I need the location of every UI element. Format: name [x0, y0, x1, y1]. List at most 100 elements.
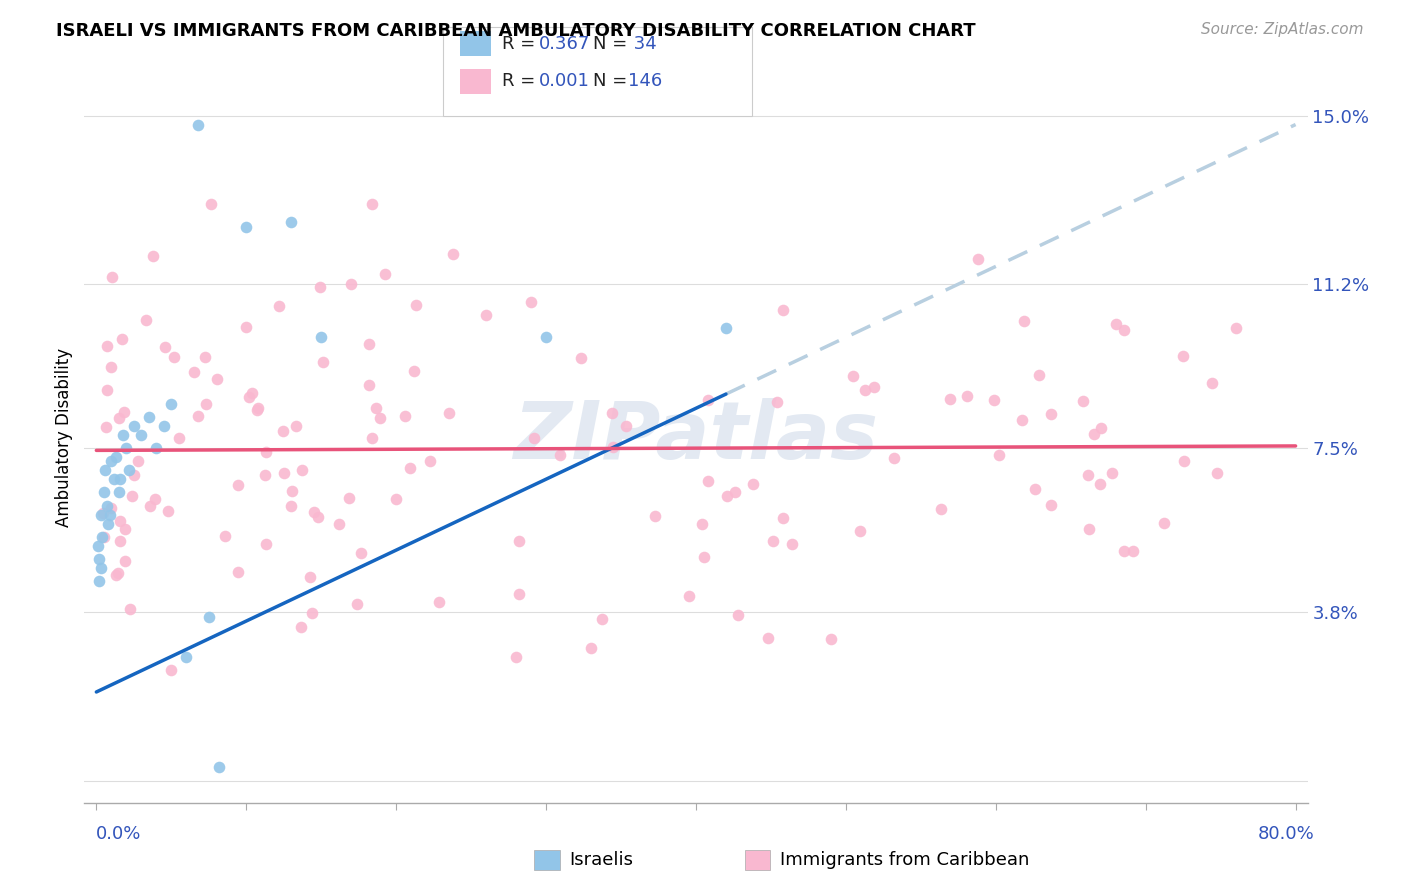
Point	[226, 566, 249, 580]
Point	[1105, 317, 1128, 331]
Text: 0.367: 0.367	[538, 35, 591, 53]
Point	[291, 463, 314, 477]
Point	[120, 601, 142, 615]
Text: 34: 34	[628, 35, 657, 53]
Point	[741, 477, 763, 491]
Point	[208, 760, 231, 774]
Point	[174, 649, 197, 664]
Point	[853, 383, 876, 397]
Point	[716, 490, 738, 504]
Point	[1088, 477, 1111, 491]
Point	[419, 454, 441, 468]
Point	[101, 270, 124, 285]
Point	[135, 313, 157, 327]
Point	[235, 219, 257, 234]
Point	[1173, 454, 1195, 468]
Point	[883, 450, 905, 465]
Point	[157, 504, 180, 518]
Point	[966, 252, 988, 267]
Text: R =: R =	[502, 72, 541, 90]
Point	[366, 401, 388, 416]
Point	[1153, 516, 1175, 531]
Point	[602, 440, 624, 454]
Point	[108, 514, 131, 528]
Point	[340, 277, 363, 292]
Point	[616, 418, 638, 433]
Point	[308, 279, 330, 293]
Point	[427, 595, 450, 609]
Point	[104, 450, 127, 464]
Point	[693, 550, 716, 565]
Point	[697, 392, 720, 407]
Point	[90, 561, 112, 575]
Point	[983, 392, 1005, 407]
Point	[114, 522, 136, 536]
Point	[690, 516, 713, 531]
Point	[246, 403, 269, 417]
Point	[505, 649, 527, 664]
Point	[696, 474, 718, 488]
Point	[280, 215, 302, 229]
Point	[167, 431, 190, 445]
Point	[112, 428, 135, 442]
Point	[443, 247, 465, 261]
Point	[644, 509, 666, 524]
Point	[939, 392, 962, 406]
Point	[405, 298, 427, 312]
Point	[678, 589, 700, 603]
Point	[254, 444, 277, 458]
Point	[103, 472, 125, 486]
Point	[235, 320, 257, 334]
Point	[163, 350, 186, 364]
Point	[273, 466, 295, 480]
Point	[337, 491, 360, 505]
Point	[398, 460, 420, 475]
Point	[90, 508, 112, 522]
Point	[97, 516, 120, 531]
Point	[1114, 323, 1136, 337]
Point	[104, 568, 127, 582]
Point	[131, 428, 153, 442]
Point	[89, 574, 111, 589]
Point	[724, 484, 747, 499]
Point	[98, 508, 121, 522]
Text: Source: ZipAtlas.com: Source: ZipAtlas.com	[1201, 22, 1364, 37]
Point	[284, 418, 307, 433]
Point	[361, 431, 384, 445]
Point	[1101, 466, 1123, 480]
Point	[523, 431, 546, 445]
Point	[1040, 499, 1063, 513]
Point	[849, 524, 872, 538]
Point	[143, 492, 166, 507]
Point	[247, 401, 270, 415]
Point	[374, 268, 396, 282]
Point	[108, 410, 131, 425]
Y-axis label: Ambulatory Disability: Ambulatory Disability	[55, 348, 73, 526]
Point	[602, 406, 624, 420]
Point	[842, 369, 865, 384]
Point	[1201, 376, 1223, 390]
Point	[1090, 421, 1112, 435]
Point	[138, 499, 160, 513]
Point	[534, 330, 557, 344]
Point	[142, 249, 165, 263]
Point	[183, 365, 205, 379]
Point	[1083, 426, 1105, 441]
Point	[1173, 349, 1195, 363]
Point	[214, 529, 236, 543]
Point	[1024, 483, 1046, 497]
Point	[1028, 368, 1050, 382]
Point	[520, 294, 543, 309]
Point	[200, 197, 222, 211]
Point	[138, 410, 160, 425]
Point	[114, 554, 136, 568]
Point	[108, 534, 131, 549]
Point	[118, 463, 141, 477]
Point	[94, 463, 117, 477]
Point	[91, 506, 114, 520]
Point	[301, 606, 323, 620]
Point	[762, 534, 785, 549]
Point	[127, 454, 149, 468]
Point	[302, 505, 325, 519]
Point	[360, 197, 382, 211]
